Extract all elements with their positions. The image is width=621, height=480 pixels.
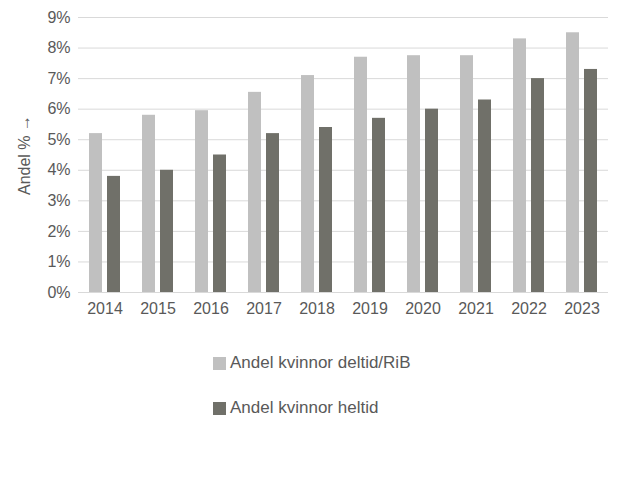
svg-text:2022: 2022 xyxy=(511,300,547,317)
svg-text:1%: 1% xyxy=(47,253,70,270)
svg-text:0%: 0% xyxy=(47,284,70,301)
svg-text:2%: 2% xyxy=(47,223,70,240)
svg-text:2015: 2015 xyxy=(140,300,176,317)
svg-text:4%: 4% xyxy=(47,161,70,178)
svg-text:2019: 2019 xyxy=(352,300,388,317)
svg-text:6%: 6% xyxy=(47,100,70,117)
svg-text:2017: 2017 xyxy=(246,300,282,317)
svg-text:2016: 2016 xyxy=(193,300,229,317)
svg-text:5%: 5% xyxy=(47,131,70,148)
svg-text:9%: 9% xyxy=(47,9,70,26)
html-text:Andel kvinnor deltid/RiB: Andel kvinnor deltid/RiB xyxy=(230,353,411,372)
svg-text:2018: 2018 xyxy=(299,300,335,317)
svg-text:2021: 2021 xyxy=(458,300,494,317)
svg-text:2020: 2020 xyxy=(405,300,441,317)
svg-text:3%: 3% xyxy=(47,192,70,209)
svg-text:8%: 8% xyxy=(47,39,70,56)
html-text:Andel kvinnor heltid: Andel kvinnor heltid xyxy=(230,398,379,417)
svg-text:7%: 7% xyxy=(47,70,70,87)
svg-text:Andel % →: Andel % → xyxy=(16,115,33,195)
svg-text:2023: 2023 xyxy=(564,300,600,317)
svg-text:2014: 2014 xyxy=(87,300,123,317)
